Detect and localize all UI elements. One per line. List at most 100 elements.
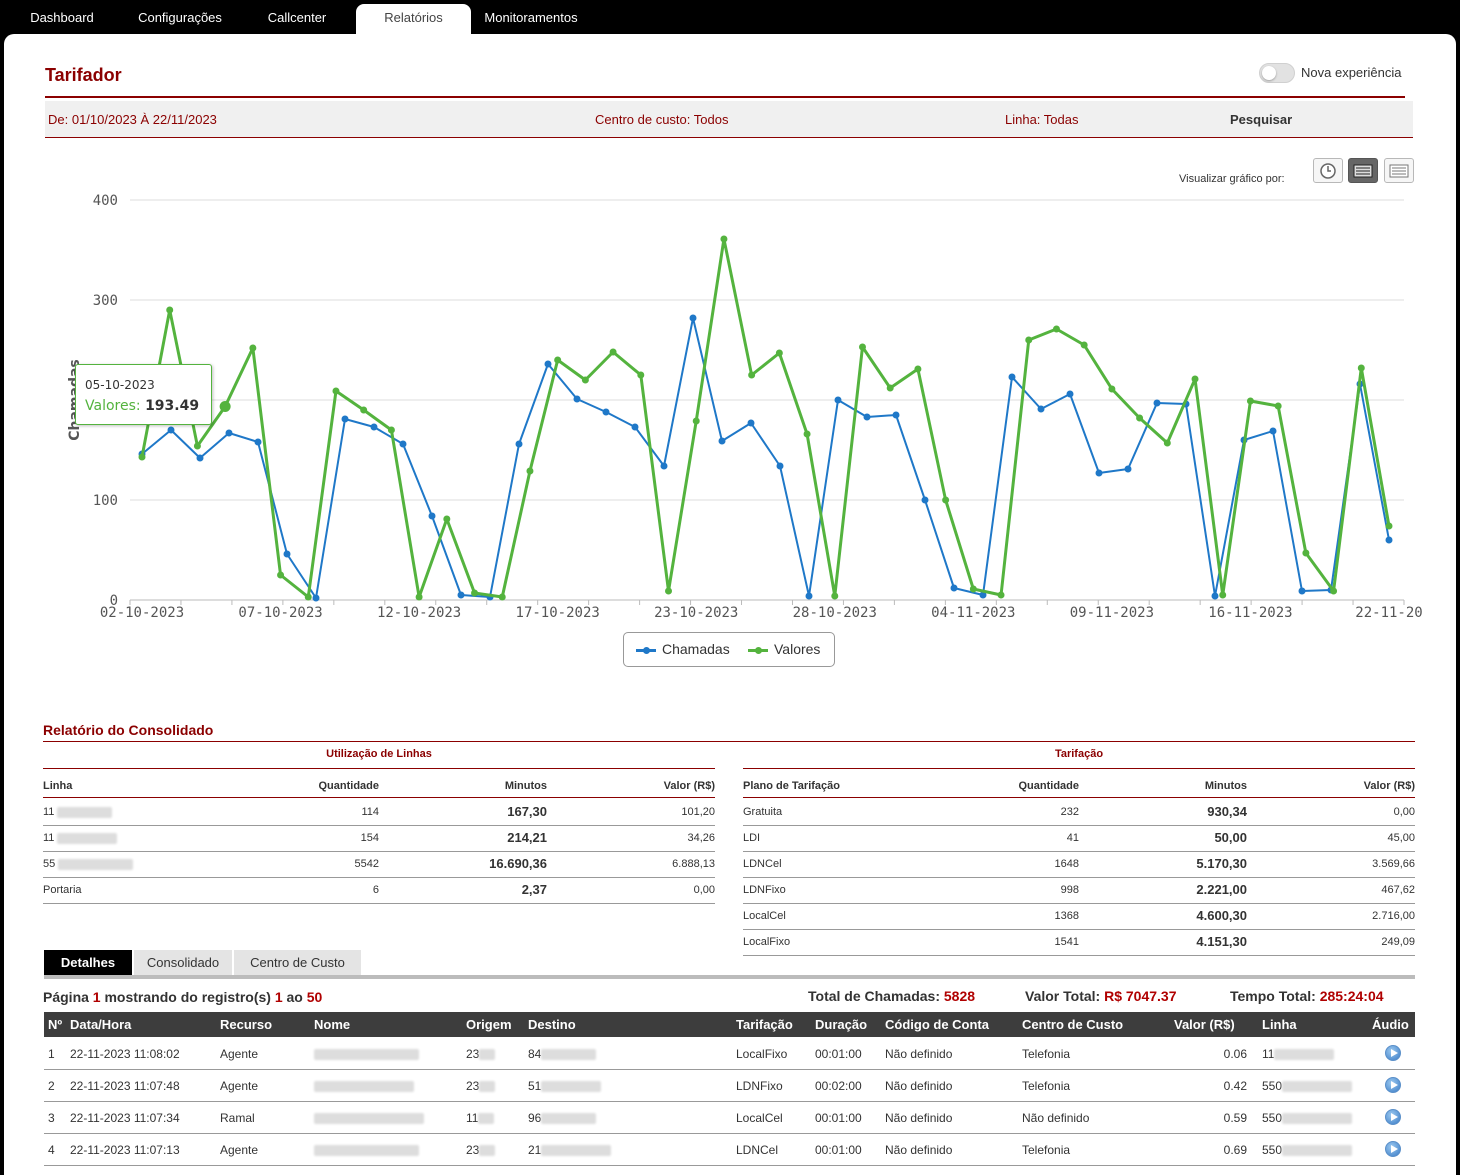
column-header: Quantidade [1018,780,1079,792]
cell-linha: 11 [43,832,118,844]
data-point-valores [471,589,479,597]
data-point-chamadas [718,437,726,445]
data-point-valores [219,401,231,413]
cell-line: 550 [1262,1143,1353,1157]
play-audio-icon[interactable] [1385,1045,1401,1061]
tab-configuracoes[interactable]: Configurações [138,10,222,25]
cell-text: LocalCel [743,910,786,922]
data-point-valores [1052,325,1060,333]
legend-label-valores: Valores [774,641,821,657]
tab-callcenter[interactable]: Callcenter [267,10,327,25]
legend-item-valores[interactable]: Valores [748,641,820,657]
cell-cost-center: Não definido [1022,1111,1090,1125]
details-table-header: Nº Data/Hora Recurso Nome Origem Destino Tarif… [44,1012,1415,1037]
cell-destination: 96 [528,1111,597,1125]
legend-marker-chamadas [636,646,656,654]
cell-tariff: LDNCel [736,1143,779,1157]
data-point-valores [803,430,811,438]
data-point-valores [166,306,174,314]
cell-qtd: 6 [373,884,379,896]
data-point-valores [665,587,673,595]
chart-legend: Chamadas Valores [623,632,835,667]
view-by-time-button[interactable] [1313,158,1343,183]
redacted-text [479,1049,496,1061]
tab-consolidado[interactable]: Consolidado [134,950,232,975]
view-by-list-button[interactable] [1384,158,1414,183]
cell-destination: 21 [528,1143,612,1157]
cell-origin: 23 [466,1079,496,1093]
cell-text: 232 [1060,806,1079,818]
cell-number: 2 [48,1079,55,1093]
cell-min: 2,37 [522,882,547,897]
legend-item-chamadas[interactable]: Chamadas [636,641,730,657]
redacted-text [541,1081,602,1093]
table-row[interactable]: 2 22-11-2023 11:07:48 Agente 23 51 LDNFixo 00:… [44,1070,1415,1102]
x-tick-label: 12-10-2023 [377,605,461,621]
tab-relatorios[interactable]: Relatórios [356,4,471,34]
data-point-chamadas [776,462,784,470]
column-header: Áudio [1372,1017,1409,1032]
cell-qtd: 1368 [1055,910,1079,922]
cell-number: 1 [48,1047,55,1061]
redacted-text [478,1113,495,1125]
cell-min: 167,30 [507,804,547,819]
redacted-text [314,1049,419,1061]
cell-line: 550 [1262,1079,1353,1093]
column-header: Origem [466,1017,512,1032]
play-audio-icon[interactable] [1385,1077,1401,1093]
column-header: Quantidade [318,780,379,792]
redacted-text [57,832,118,844]
data-point-valores [526,467,534,475]
tooltip-number: 193.49 [145,398,200,414]
data-point-chamadas [979,591,987,599]
cell-name [314,1047,419,1061]
tooltip-date: 05-10-2023 [85,378,155,392]
cost-center-filter[interactable]: Centro de custo: Todos [595,112,729,127]
search-button[interactable]: Pesquisar [1230,112,1293,127]
redacted-text [58,858,134,870]
column-header: Código de Conta [885,1017,989,1032]
data-point-chamadas [805,592,813,600]
page-info-text: mostrando do registro(s) [100,989,275,1005]
tab-centro-de-custo[interactable]: Centro de Custo [234,950,361,975]
cell-text: Gratuita [743,806,783,818]
cell-text: 6 [372,884,379,896]
tab-detalhes[interactable]: Detalhes [44,950,132,975]
cell-text: 11 [43,832,55,844]
table-row[interactable]: 3 22-11-2023 11:07:34 Ramal 11 96 LocalCel 00:… [44,1102,1415,1134]
table-row: LDI 41 50,00 45,00 [743,826,1415,852]
column-header: Recurso [220,1017,273,1032]
cell-text: LDNFixo [743,884,786,896]
table-row[interactable]: 1 22-11-2023 11:08:02 Agente 23 84 LocalFixo 0… [44,1038,1415,1070]
column-header: Minutos [1204,780,1247,792]
line-filter[interactable]: Linha: Todas [1005,112,1079,127]
cell-linha: Gratuita [743,806,782,818]
tab-dashboard[interactable]: Dashboard [30,10,94,25]
column-header: Destino [528,1017,576,1032]
cell-text: 5.170,30 [1196,856,1247,871]
data-point-chamadas [834,396,842,404]
data-point-chamadas [631,423,639,431]
view-by-detail-button[interactable] [1348,158,1378,183]
cell-tariff: LDNFixo [736,1079,783,1093]
nova-experiencia-toggle[interactable] [1259,63,1295,83]
play-audio-icon[interactable] [1385,1141,1401,1157]
cell-linha: LDNFixo [743,884,786,896]
cell-text: 2.716,00 [1372,910,1415,922]
cell-text: LDNCel [743,858,782,870]
tab-monitoramentos[interactable]: Monitoramentos [484,10,578,25]
cell-text: 550 [1262,1143,1283,1157]
pagination-info: Página 1 mostrando do registro(s) 1 ao 5… [43,989,322,1005]
cell-qtd: 232 [1061,806,1079,818]
cell-valor: 101,20 [681,806,715,818]
play-audio-icon[interactable] [1385,1109,1401,1125]
cell-text: 1541 [1054,936,1079,948]
chart-tooltip: 05-10-2023 Valores: 193.49 [75,364,212,425]
data-point-valores [775,349,783,357]
cell-account-code: Não definido [885,1079,953,1093]
table-row[interactable]: 4 22-11-2023 11:07:13 Agente 23 21 LDNCel 00:0… [44,1134,1415,1166]
cell-tariff: LocalFixo [736,1047,788,1061]
cell-text: 114 [361,806,379,818]
date-filter[interactable]: De: 01/10/2023 À 22/11/2023 [48,112,217,127]
cell-text: 21 [528,1143,542,1157]
